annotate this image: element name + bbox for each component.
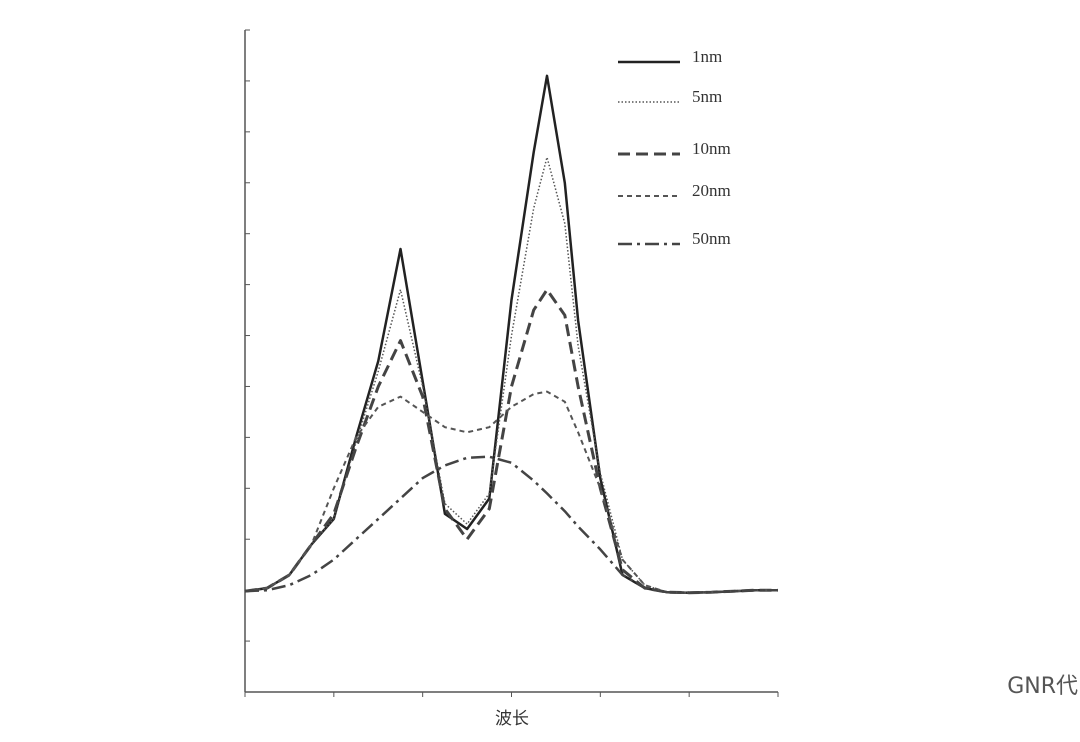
legend-label: 50nm [692,229,731,248]
legend-label: 1nm [692,47,722,66]
series-line [244,390,778,594]
legend-label: 20nm [692,181,731,200]
watermark: GNR代 [1007,674,1078,699]
legend-label: 10nm [692,139,731,158]
x-axis-label: 波长 [495,709,529,728]
series-line [244,288,778,595]
legend-label: 5nm [692,87,722,106]
series-line [244,455,778,594]
